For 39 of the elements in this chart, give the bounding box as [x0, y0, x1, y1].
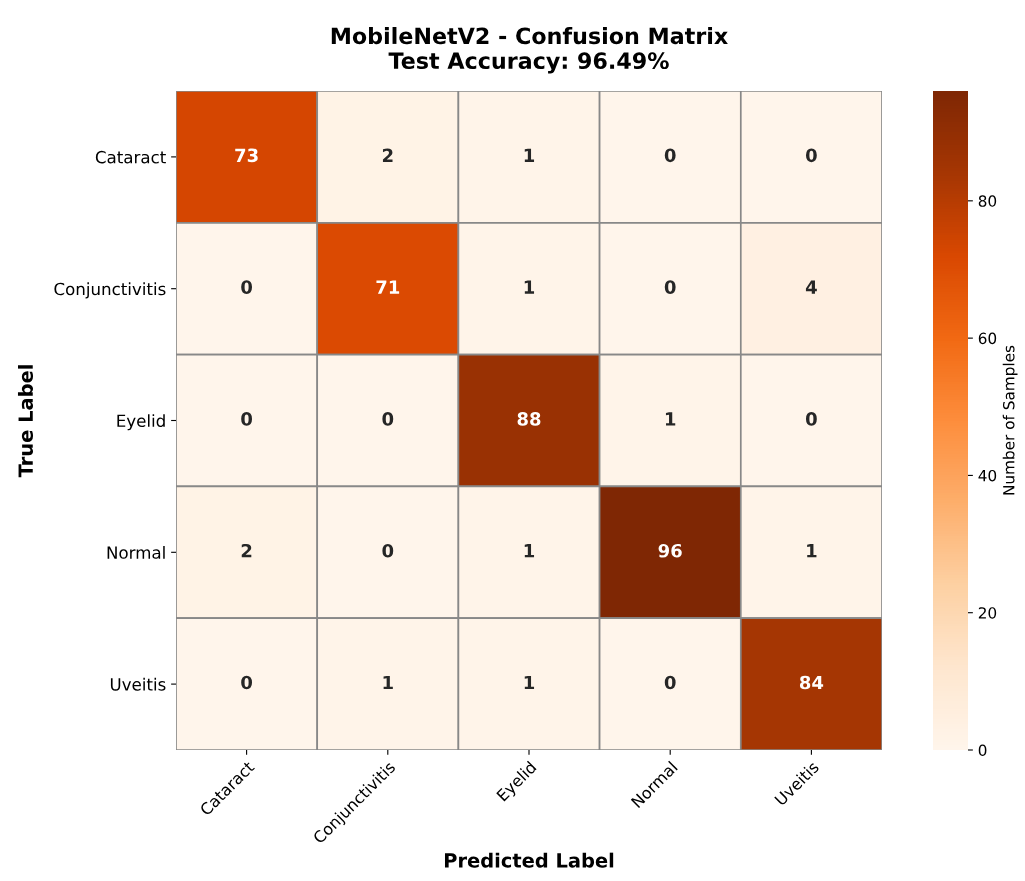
data-label: 0 [382, 543, 394, 558]
y-tick-label: Cataract [95, 150, 166, 164]
data-label: 96 [658, 543, 682, 558]
color-bar-label: 40 [978, 469, 997, 482]
y-axis-title: True Label [17, 365, 34, 478]
y-tick-label: Conjunctivitis [54, 282, 166, 299]
data-label: 0 [664, 675, 676, 690]
color-bar-label: 0 [978, 744, 987, 757]
data-label: 2 [382, 148, 393, 162]
color-bar-label: 60 [978, 332, 997, 345]
data-label: 84 [799, 675, 824, 690]
data-label: 2 [241, 543, 252, 558]
data-label: 0 [382, 412, 394, 426]
color-bar-label: 80 [978, 195, 997, 207]
chart-title: MobileNetV2 - Confusion Matrix Test Accuracy: 96.49% [331, 27, 728, 74]
y-tick-label: Uveitis [110, 677, 166, 691]
data-label: 1 [524, 280, 535, 294]
data-label: 1 [524, 675, 535, 690]
color-bar-title: Number of Samples [1002, 345, 1018, 495]
x-axis-title: Predicted Label [444, 852, 614, 868]
data-label: 0 [241, 675, 253, 690]
data-label: 71 [376, 280, 400, 294]
data-label: 88 [517, 412, 541, 426]
data-label: 1 [665, 412, 676, 426]
y-tick-label: Eyelid [117, 414, 165, 431]
y-tick-label: Normal [107, 545, 165, 559]
data-label: 0 [241, 412, 253, 426]
data-label: 1 [383, 675, 393, 690]
data-label: 0 [241, 280, 253, 294]
data-label: 73 [235, 148, 258, 163]
data-label: 0 [664, 280, 676, 294]
data-label: 0 [664, 148, 676, 163]
data-label: 4 [805, 280, 817, 294]
data-label: 1 [524, 544, 535, 558]
data-label: 0 [805, 412, 817, 426]
color-bar-label: 20 [978, 607, 997, 619]
data-label: 1 [524, 148, 535, 162]
data-label: 0 [805, 148, 817, 163]
data-label: 1 [807, 544, 817, 558]
